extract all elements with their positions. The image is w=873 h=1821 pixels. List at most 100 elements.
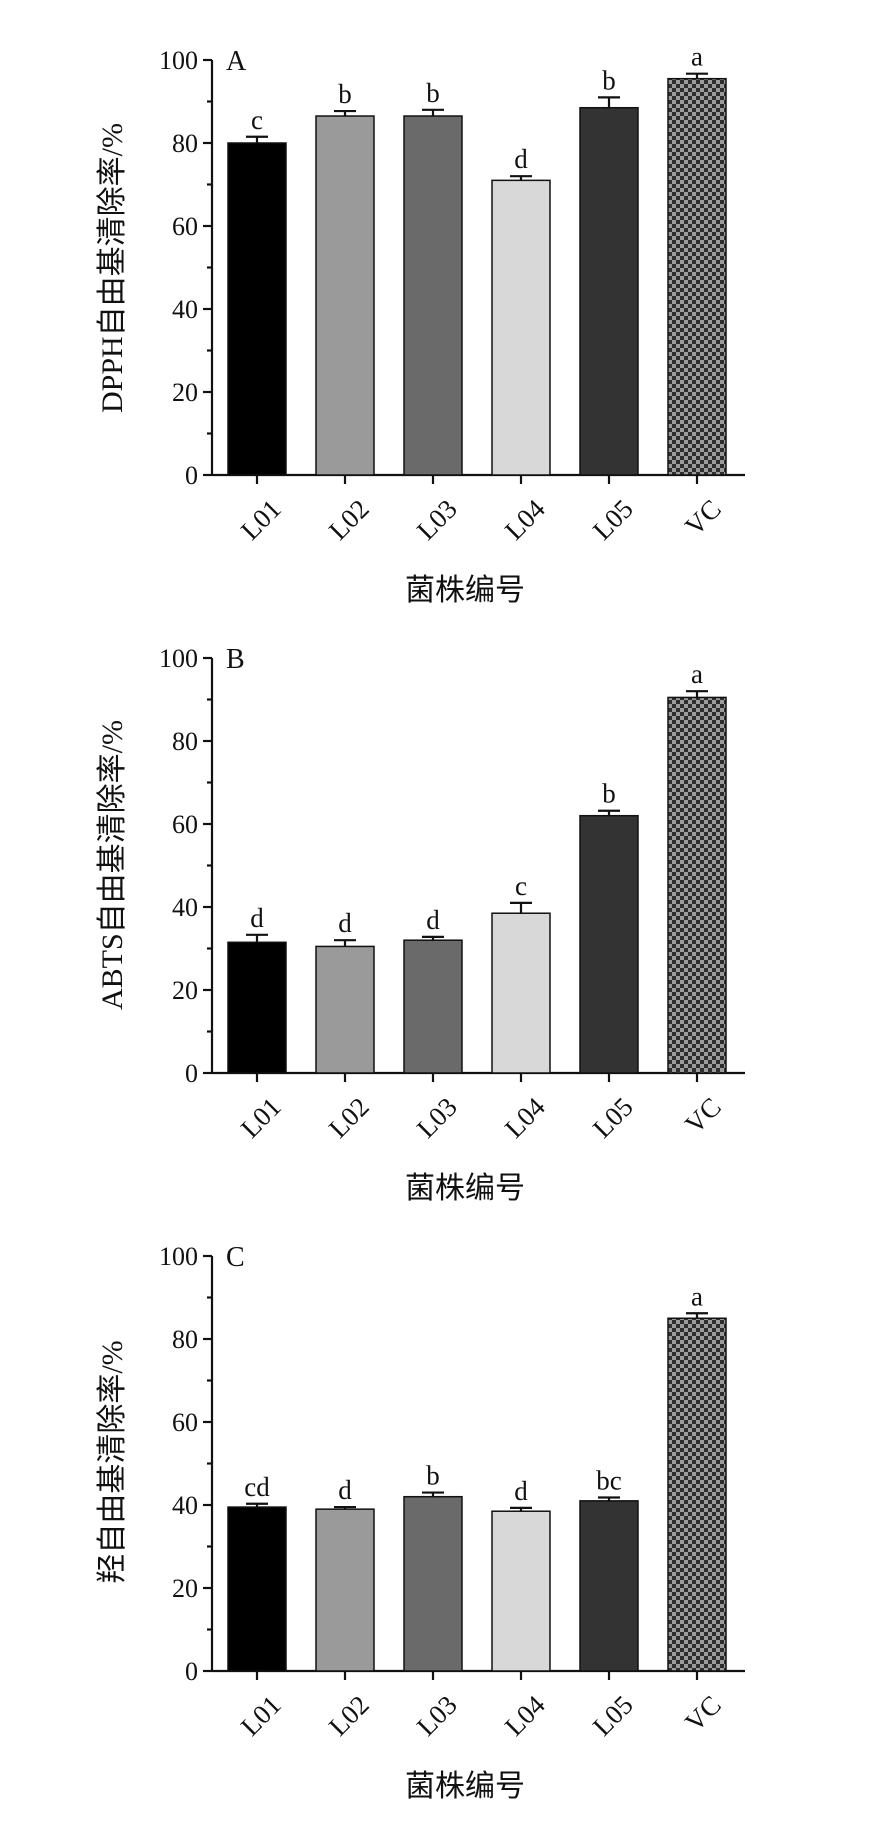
chart-panel-c: 羟自由基清除率/% C 菌株编号 0 20 40 60 80 100 cd L01 d L02 b L… (96, 1242, 745, 1803)
y-tick-label: 100 (159, 644, 198, 673)
bar-vc (667, 696, 727, 1074)
significance-label: b (338, 79, 352, 109)
y-tick-label: 60 (172, 810, 198, 839)
y-tick-label: 100 (159, 46, 198, 75)
x-tick-label: L05 (587, 1092, 639, 1144)
y-tick-label: 80 (172, 129, 198, 158)
bar-l05 (579, 106, 639, 476)
x-tick-label: L02 (323, 494, 375, 546)
bar-vc (667, 1317, 727, 1672)
y-axis-title: ABTS自由基清除率/% (96, 720, 129, 1010)
error-bar (422, 1491, 444, 1497)
y-tick-label: 0 (185, 1059, 198, 1088)
x-tick-label: L01 (235, 1690, 287, 1742)
y-tick-label: 100 (159, 1242, 198, 1271)
x-tick-label: VC (679, 1690, 727, 1738)
significance-label: b (426, 78, 440, 108)
significance-label: cd (244, 1472, 270, 1502)
error-bar (246, 933, 268, 943)
significance-label: bc (596, 1466, 622, 1496)
y-tick-label: 60 (172, 212, 198, 241)
significance-label: d (426, 905, 440, 935)
bar-l03 (403, 939, 463, 1074)
y-tick-label: 80 (172, 1325, 198, 1354)
significance-label: d (250, 903, 264, 933)
error-bar (686, 1312, 708, 1319)
bar-l05 (579, 1500, 639, 1672)
y-axis-title: 羟自由基清除率/% (96, 1340, 129, 1583)
y-tick-label: 0 (185, 1657, 198, 1686)
bar-l03 (403, 1495, 463, 1672)
error-bar (510, 175, 532, 181)
error-bar (334, 109, 356, 117)
error-bar (686, 690, 708, 698)
x-tick-label: L02 (323, 1690, 375, 1742)
y-tick-label: 40 (172, 295, 198, 324)
y-tick-label: 40 (172, 893, 198, 922)
significance-label: c (251, 105, 263, 135)
y-tick-label: 80 (172, 727, 198, 756)
y-axis-title: DPPH自由基清除率/% (96, 123, 129, 413)
x-tick-label: L02 (323, 1092, 375, 1144)
y-tick-label: 20 (172, 976, 198, 1005)
bar-l02 (315, 1508, 375, 1672)
significance-label: d (338, 908, 352, 938)
panel-label: B (226, 644, 245, 675)
chart-panel-b: ABTS自由基清除率/% B 菌株编号 0 20 40 60 80 100 d L01 d L02… (96, 644, 745, 1205)
x-axis-title: 菌株编号 (405, 1770, 525, 1803)
bar-l01 (227, 1506, 287, 1672)
error-bar (334, 939, 356, 947)
significance-label: a (691, 42, 703, 72)
significance-label: c (515, 871, 527, 901)
x-tick-label: L04 (499, 1689, 551, 1741)
bar-l04 (491, 912, 551, 1074)
error-bar (598, 809, 620, 816)
significance-label: d (514, 144, 528, 174)
significance-label: b (426, 1461, 440, 1491)
error-bar (686, 72, 708, 79)
x-axis-title: 菌株编号 (405, 1172, 525, 1205)
bar-vc (667, 77, 727, 476)
x-tick-label: VC (679, 494, 727, 542)
error-bar (598, 1496, 620, 1501)
x-tick-label: L05 (587, 494, 639, 546)
bar-l02 (315, 115, 375, 476)
bar-l01 (227, 142, 287, 476)
x-tick-label: L03 (411, 494, 463, 546)
significance-label: d (338, 1475, 352, 1505)
error-bar (510, 901, 532, 914)
bar-l02 (315, 945, 375, 1074)
error-bar (510, 1506, 532, 1512)
significance-label: a (691, 659, 703, 689)
error-bar (246, 1502, 268, 1508)
y-tick-label: 40 (172, 1491, 198, 1520)
significance-label: d (514, 1476, 528, 1506)
bar-l05 (579, 814, 639, 1074)
significance-label: a (691, 1281, 703, 1311)
panel-label: C (226, 1242, 245, 1273)
x-tick-label: L03 (411, 1092, 463, 1144)
x-tick-label: L05 (587, 1690, 639, 1742)
bar-l04 (491, 1510, 551, 1672)
y-tick-label: 0 (185, 461, 198, 490)
error-bar (598, 96, 620, 108)
x-tick-label: L04 (499, 493, 551, 545)
significance-label: b (602, 65, 616, 95)
x-tick-label: VC (679, 1092, 727, 1140)
x-axis-title: 菌株编号 (405, 574, 525, 607)
x-tick-label: L01 (235, 494, 287, 546)
x-tick-label: L04 (499, 1091, 551, 1143)
y-tick-label: 60 (172, 1408, 198, 1437)
bar-l01 (227, 941, 287, 1074)
bar-l03 (403, 115, 463, 476)
error-bar (246, 135, 268, 143)
chart-panel-a: DPPH自由基清除率/% A 菌株编号 0 20 40 60 80 100 c L01 b L02… (96, 42, 745, 607)
y-tick-label: 20 (172, 1574, 198, 1603)
bar-l04 (491, 179, 551, 476)
x-tick-label: L03 (411, 1690, 463, 1742)
error-bar (422, 108, 444, 117)
panel-label: A (226, 46, 247, 77)
x-tick-label: L01 (235, 1092, 287, 1144)
y-tick-label: 20 (172, 378, 198, 407)
